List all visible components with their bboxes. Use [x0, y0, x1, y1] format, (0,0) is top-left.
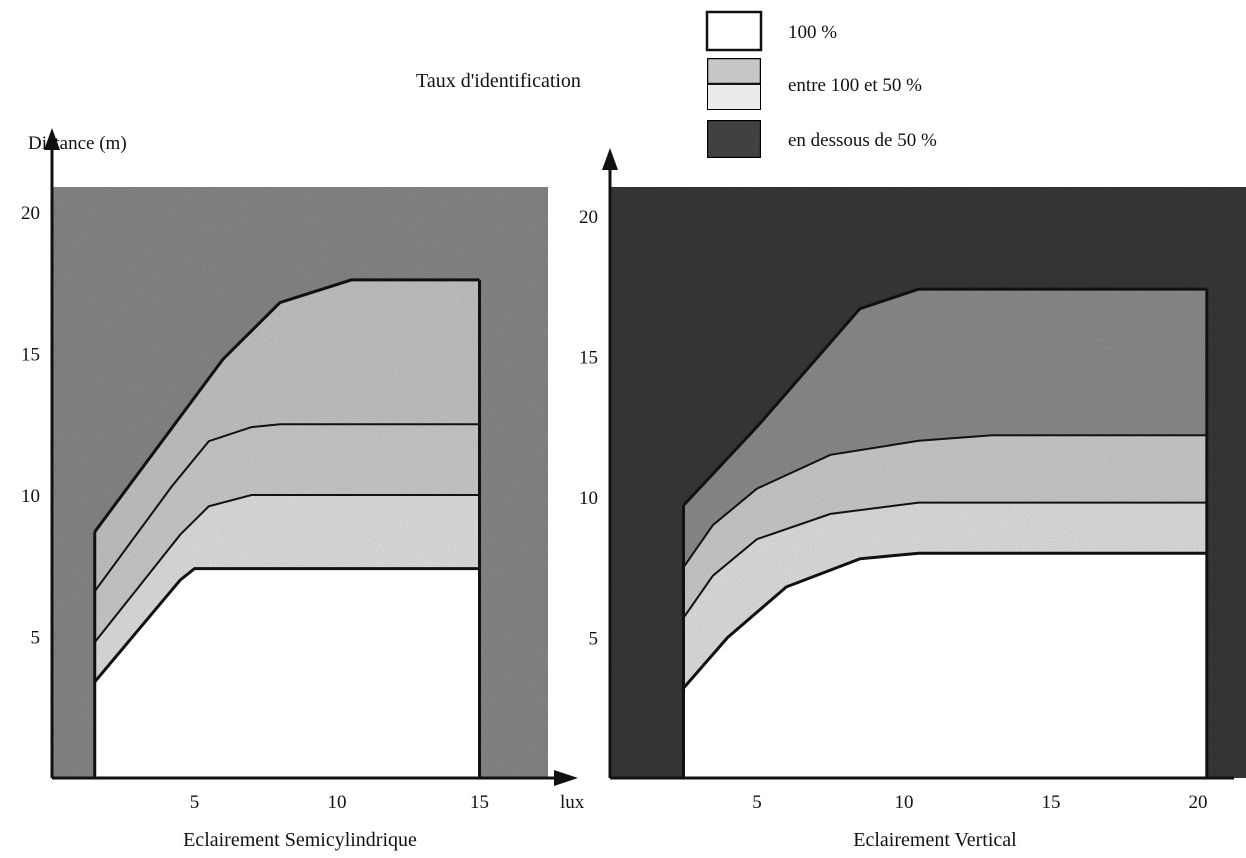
band-area	[94, 568, 480, 778]
y-axis-arrow	[602, 148, 618, 170]
x-tick-label: 15	[470, 792, 489, 813]
legend-swatch	[705, 118, 763, 160]
legend-swatch	[705, 10, 763, 52]
y-tick-label: 15	[579, 348, 598, 369]
boundary-line	[682, 434, 1207, 568]
x-axis-label: lux	[560, 792, 585, 813]
legend-label: 100 %	[788, 22, 837, 43]
legend-heading: Taux d'identification	[416, 70, 581, 92]
boundary-line	[94, 494, 480, 643]
x-tick-label: 10	[895, 792, 914, 813]
y-tick-label: 5	[31, 628, 41, 649]
legend: 100 % entre 100 et 50 % en dessous de 50 %	[705, 10, 937, 160]
chart-semicylindrique: 5 10 15 20 5 10 15 Distance (m) lux Eclairement S…	[21, 128, 585, 851]
x-tick-label: 15	[1042, 792, 1061, 813]
x-tick-label: 5	[190, 792, 200, 813]
y-tick-label: 10	[579, 488, 598, 509]
y-tick-label: 5	[589, 629, 599, 650]
x-axis-arrow	[554, 770, 578, 786]
y-axis-label: Distance (m)	[28, 133, 127, 154]
boundary-line	[93, 567, 480, 683]
y-tick-label: 20	[579, 207, 598, 228]
x-tick-label: 5	[752, 792, 762, 813]
x-tick-label: 20	[1189, 792, 1208, 813]
y-tick-label: 20	[21, 203, 40, 224]
legend-label: en dessous de 50 %	[788, 130, 937, 151]
chart-title: Eclairement Semicylindrique	[183, 829, 417, 851]
boundary-line	[682, 501, 1207, 619]
legend-item: 100 %	[705, 10, 837, 52]
y-tick-label: 15	[21, 345, 40, 366]
legend-item: en dessous de 50 %	[705, 118, 937, 160]
boundary-line	[682, 287, 1207, 507]
boundary-line	[93, 423, 480, 592]
boundary-line	[93, 278, 480, 533]
legend-label: entre 100 et 50 %	[788, 75, 922, 96]
legend-swatch-light	[708, 85, 760, 109]
chart-title: Eclairement Vertical	[853, 829, 1017, 851]
boundary-line	[682, 551, 1207, 690]
legend-item: entre 100 et 50 %	[705, 56, 922, 112]
chart-vertical: 5 10 15 20 5 10 15 20 Eclairement Vertical	[579, 148, 1246, 851]
y-tick-label: 10	[21, 486, 40, 507]
band-area	[683, 553, 1207, 778]
x-tick-label: 10	[328, 792, 347, 813]
y-axis-arrow	[44, 128, 60, 150]
